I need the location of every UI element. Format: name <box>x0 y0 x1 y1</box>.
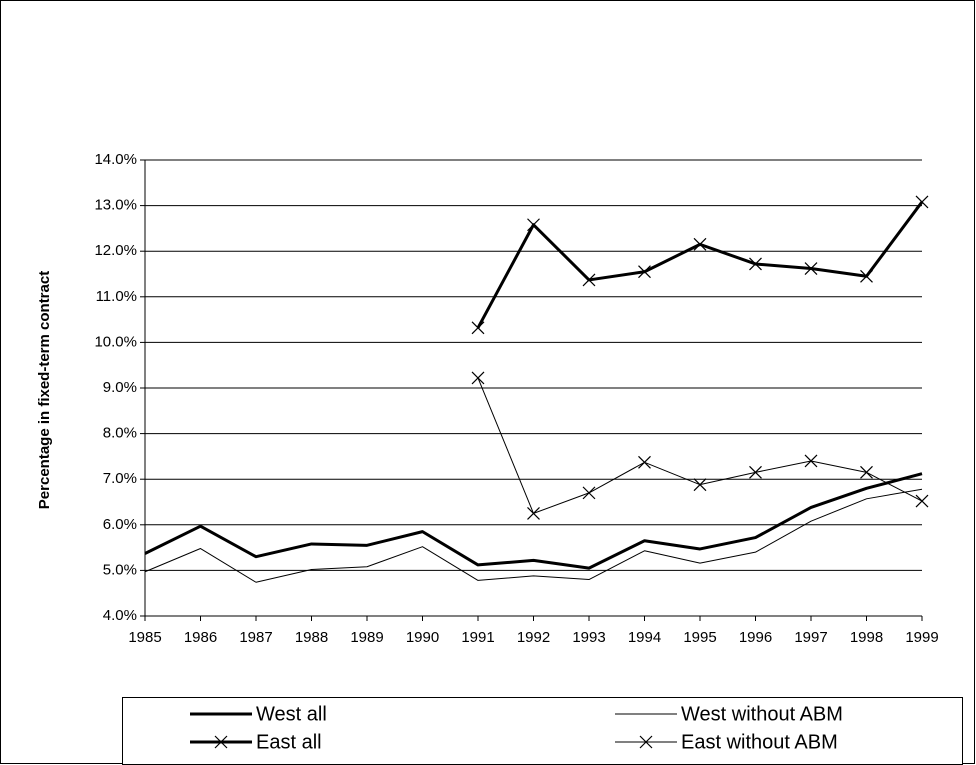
marker <box>638 265 651 279</box>
series-line <box>144 488 923 583</box>
marker <box>527 506 540 520</box>
x-tick-label: 1992 <box>517 629 550 646</box>
legend-label: East without ABM <box>681 731 838 753</box>
marker <box>860 465 873 479</box>
y-tick-label: 8.0% <box>103 425 137 442</box>
y-tick-label: 11.0% <box>96 288 137 305</box>
marker <box>638 455 651 469</box>
x-tick-label: 1985 <box>128 629 161 646</box>
marker <box>693 478 707 492</box>
marker <box>915 494 929 508</box>
y-tick-label: 10.0% <box>94 333 137 350</box>
marker <box>693 237 707 251</box>
x-tick-label: 1995 <box>683 629 716 646</box>
legend-label: West without ABM <box>681 703 843 725</box>
y-tick-label: 7.0% <box>103 470 137 487</box>
legend-marker <box>214 735 228 749</box>
marker <box>582 486 596 500</box>
legend-box <box>122 697 963 765</box>
x-tick-label: 1998 <box>850 629 883 646</box>
legend-label: West all <box>256 703 327 725</box>
legend-marker <box>639 735 653 749</box>
y-tick-label: 4.0% <box>103 607 137 624</box>
x-tick-label: 1990 <box>406 629 439 646</box>
x-tick-label: 1993 <box>572 629 605 646</box>
x-tick-label: 1994 <box>628 629 661 646</box>
x-tick-label: 1991 <box>461 629 494 646</box>
y-tick-label: 5.0% <box>103 561 137 578</box>
marker <box>471 321 485 335</box>
marker <box>915 195 929 209</box>
y-tick-label: 6.0% <box>103 516 137 533</box>
x-tick-label: 1988 <box>295 629 328 646</box>
y-tick-label: 14.0% <box>94 151 137 168</box>
x-tick-label: 1987 <box>239 629 272 646</box>
y-tick-label: 12.0% <box>94 242 137 259</box>
legend-label: East all <box>256 731 322 753</box>
marker <box>471 371 485 385</box>
marker <box>582 273 596 287</box>
marker <box>804 262 818 275</box>
marker <box>860 269 873 283</box>
marker <box>804 454 818 468</box>
x-tick-label: 1989 <box>350 629 383 646</box>
marker <box>749 257 762 271</box>
x-tick-label: 1999 <box>905 629 938 646</box>
x-tick-label: 1986 <box>184 629 217 646</box>
y-tick-label: 9.0% <box>103 379 137 396</box>
marker <box>527 218 540 232</box>
x-tick-label: 1996 <box>739 629 772 646</box>
marker <box>749 465 762 479</box>
y-tick-label: 13.0% <box>94 197 137 214</box>
x-tick-label: 1997 <box>794 629 827 646</box>
y-axis-title: Percentage in fixed-term contract <box>36 271 53 509</box>
series-line <box>144 472 923 570</box>
